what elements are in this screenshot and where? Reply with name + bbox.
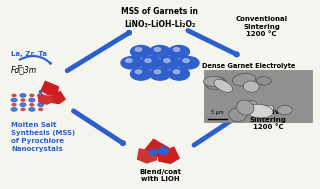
Circle shape <box>29 98 35 102</box>
Text: MSS of Garnets in: MSS of Garnets in <box>122 7 198 16</box>
Circle shape <box>21 108 25 111</box>
Polygon shape <box>38 95 52 104</box>
Circle shape <box>131 68 151 80</box>
Ellipse shape <box>277 105 292 115</box>
Circle shape <box>12 94 16 97</box>
Ellipse shape <box>243 81 259 92</box>
Circle shape <box>30 94 34 97</box>
FancyBboxPatch shape <box>204 70 312 122</box>
Circle shape <box>126 59 132 63</box>
Circle shape <box>121 57 142 69</box>
Circle shape <box>159 57 180 69</box>
Ellipse shape <box>256 77 271 85</box>
Circle shape <box>131 46 151 58</box>
Text: Reactive
Sintering
1200 °C: Reactive Sintering 1200 °C <box>249 109 286 130</box>
Circle shape <box>39 108 43 111</box>
Circle shape <box>38 94 44 97</box>
Ellipse shape <box>229 108 247 122</box>
Ellipse shape <box>203 77 224 86</box>
Circle shape <box>20 94 26 97</box>
Circle shape <box>149 46 171 58</box>
Text: LiNO₃-LiOH-Li₂O₂: LiNO₃-LiOH-Li₂O₂ <box>124 20 196 29</box>
Circle shape <box>20 103 26 106</box>
Circle shape <box>29 108 35 111</box>
Circle shape <box>38 103 44 106</box>
Text: La, Zr, Ta: La, Zr, Ta <box>11 50 47 57</box>
Circle shape <box>164 59 170 63</box>
Ellipse shape <box>241 101 257 113</box>
Text: Blend/coat
with LiOH: Blend/coat with LiOH <box>139 169 181 183</box>
Circle shape <box>11 108 17 111</box>
Circle shape <box>135 70 142 74</box>
Polygon shape <box>41 81 58 95</box>
Ellipse shape <box>256 105 274 118</box>
Ellipse shape <box>236 100 254 115</box>
Circle shape <box>169 68 189 80</box>
Circle shape <box>154 70 161 74</box>
Polygon shape <box>157 146 169 154</box>
Polygon shape <box>50 92 65 104</box>
Circle shape <box>173 70 180 74</box>
Circle shape <box>169 46 189 58</box>
Polygon shape <box>158 147 179 163</box>
Polygon shape <box>149 149 158 155</box>
Circle shape <box>154 48 161 51</box>
Circle shape <box>12 104 16 106</box>
Circle shape <box>135 48 142 51</box>
Polygon shape <box>138 149 156 163</box>
Circle shape <box>173 48 180 51</box>
Circle shape <box>140 57 161 69</box>
Circle shape <box>149 68 171 80</box>
Circle shape <box>145 59 151 63</box>
Ellipse shape <box>245 104 273 118</box>
Ellipse shape <box>205 77 227 90</box>
Text: Dense Garnet Electrolyte: Dense Garnet Electrolyte <box>202 63 295 69</box>
Text: Fd 3m: Fd 3m <box>11 66 37 75</box>
Circle shape <box>30 104 34 106</box>
Text: 5 μm: 5 μm <box>211 110 223 115</box>
Polygon shape <box>144 139 169 157</box>
Circle shape <box>21 99 25 101</box>
Circle shape <box>183 59 189 63</box>
Ellipse shape <box>232 74 256 86</box>
Text: Conventional
Sintering
1200 °C: Conventional Sintering 1200 °C <box>236 16 288 37</box>
Circle shape <box>178 57 199 69</box>
Ellipse shape <box>214 79 233 92</box>
Circle shape <box>39 99 43 101</box>
Circle shape <box>11 98 17 102</box>
Text: Molten Salt
Synthesis (MSS)
of Pyrochlore
Nanocrystals: Molten Salt Synthesis (MSS) of Pyrochlor… <box>11 122 75 153</box>
